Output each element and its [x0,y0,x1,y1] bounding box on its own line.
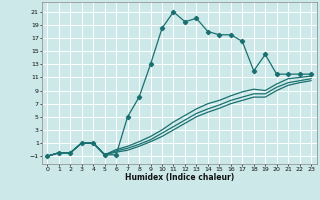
X-axis label: Humidex (Indice chaleur): Humidex (Indice chaleur) [124,173,234,182]
